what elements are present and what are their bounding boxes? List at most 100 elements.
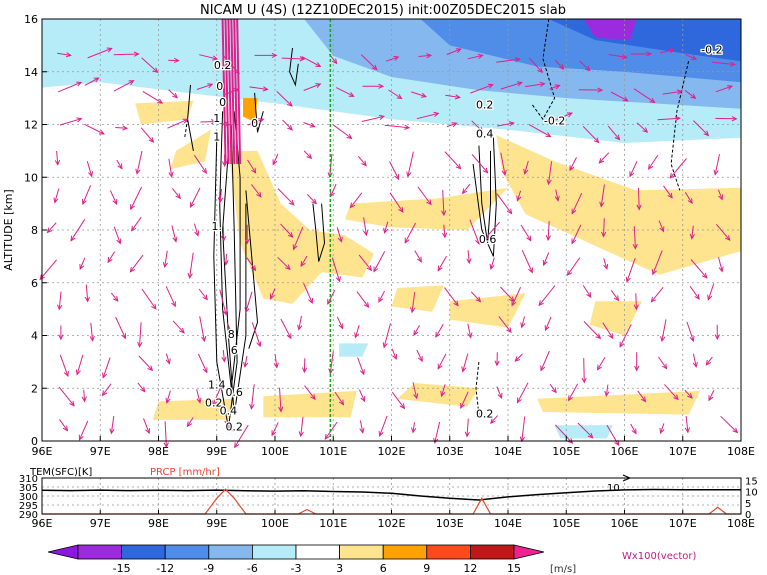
wind-vector-shaft [193,223,199,236]
wind-vector-shaft [373,251,386,272]
wind-vector-245 [603,258,609,270]
wind-vector-147 [382,323,391,349]
wind-vector-244 [610,290,620,302]
wind-vector-148 [378,290,385,303]
wind-vector-shaft [200,121,216,123]
wind-vector-head [694,294,700,300]
wind-vector-179 [446,48,462,55]
wind-vector-head [256,341,262,348]
main-plot: 0.2001101.861.40.60.20.40.20.20.40.60.2-… [2,13,755,458]
wind-vector-194 [494,352,500,367]
wind-vector-143 [360,54,378,71]
wind-vector-6 [46,222,57,234]
wind-vector-head [399,403,406,410]
wind-vector-114 [292,227,304,251]
wind-vector-shaft [277,188,295,206]
wind-vector-shaft [222,350,225,362]
wind-vector-55 [172,188,181,200]
wind-vector-head [454,94,461,100]
wind-vector-head [567,438,574,444]
wind-vector-shaft [442,190,445,216]
wind-vector-head [614,440,620,447]
main-y-tick-label-1: 2 [31,382,38,395]
wind-vector-head [701,272,708,279]
wind-vector-head [411,427,417,434]
wind-vector-head [410,307,416,314]
wind-vector-shaft [167,118,188,129]
strong-vector-4 [233,18,239,165]
surface-left-tick-1: 305 [19,483,38,494]
main-x-tick-label-7: 103E [436,445,464,458]
wind-vector-head [271,52,278,59]
wind-vector-shaft [356,291,369,308]
wind-vector-head [690,93,697,99]
wind-vector-head [338,399,345,406]
wind-vector-shaft [270,288,276,299]
wind-vector-head [420,92,427,98]
contour-label-1: 0 [216,80,223,93]
wind-vector-head [551,387,557,394]
wind-vector-head [718,194,724,201]
wind-vector-shaft [113,53,139,56]
strong-vector-2 [227,18,233,165]
wind-vector-head [168,171,174,178]
wind-vector-216 [554,424,574,444]
wind-vector-shaft [300,416,304,437]
wind-vector-shaft [444,287,459,306]
wind-vector-72 [224,420,233,432]
wind-vector-85 [249,384,255,410]
wind-vector-head [78,434,84,441]
wind-vector-shaft [303,283,313,304]
colorbar-left-arrow [47,544,79,560]
wind-vector-280 [689,286,700,300]
wind-vector-shaft [140,127,154,143]
wind-vector-head [112,296,119,302]
wind-field-shading [42,19,741,439]
wind-vector-head [451,122,458,128]
wind-vector-shaft [281,57,305,60]
wind-vector-head [673,394,679,401]
field-region-15 [537,390,701,415]
wind-vector-shaft [571,224,582,244]
wind-vector-84 [234,424,249,449]
colorbar-label-3: -6 [247,562,258,575]
wind-vector-182 [461,353,469,373]
wind-vector-head [299,56,306,62]
wind-vector-20 [86,161,93,178]
wind-vector-head [435,331,441,338]
wind-vector-shaft [470,291,481,302]
wind-vector-9 [59,117,83,126]
annotation-arrow-head [622,474,632,482]
wind-vector-39 [137,322,143,348]
wind-vector-142 [362,83,385,89]
surface-right-tick-1: 10 [745,488,758,499]
wind-vector-head [497,392,503,399]
contour-line-2 [222,150,247,415]
wind-vector-head [601,231,607,238]
wind-vector-30 [113,226,122,245]
wind-vector-shaft [540,350,550,371]
colorbar-cell-7 [382,544,428,560]
wind-vector-231 [583,321,602,340]
wind-vector-95 [254,52,278,59]
main-x-tick-label-10: 106E [611,445,639,458]
wind-vector-head [714,334,720,341]
wind-vector-184 [470,291,482,303]
wind-vector-25 [101,383,112,397]
wind-vector-shaft [605,384,609,396]
wind-vector-shaft [629,161,638,177]
strong-vector-5 [236,18,242,165]
wind-vector-17 [79,257,86,271]
wind-vector-19 [82,185,92,206]
wind-vector-head [271,430,277,437]
wind-vector-202 [500,81,523,90]
wind-vector-head [546,179,552,186]
wind-vector-head [558,64,565,70]
wind-vector-head [687,198,693,205]
wind-vector-head [416,256,422,263]
wind-vector-shaft [690,259,708,279]
wind-vector-shaft [301,56,321,67]
wind-vector-shaft [635,293,637,310]
wind-vector-head [687,393,693,399]
wind-vector-189 [471,120,484,133]
